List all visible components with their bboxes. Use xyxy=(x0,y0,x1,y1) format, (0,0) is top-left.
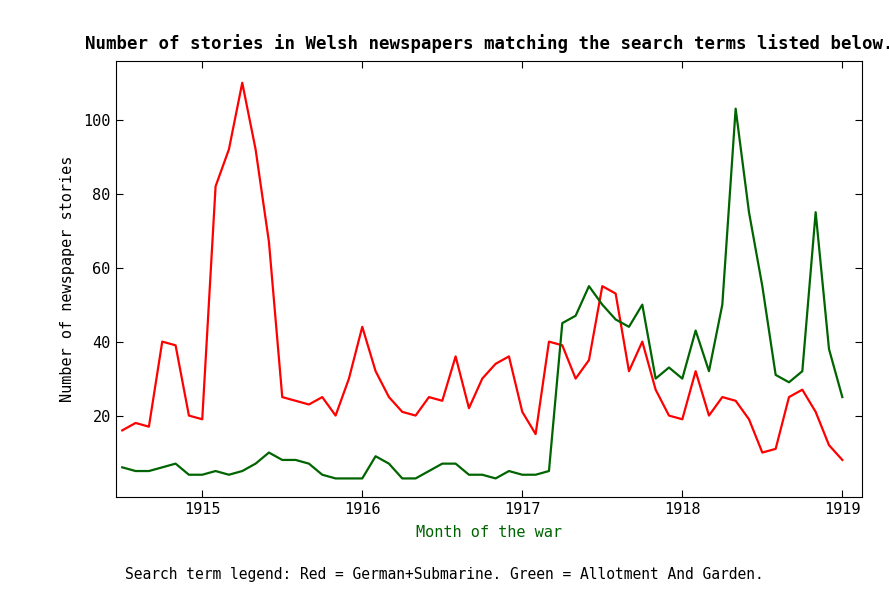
Text: Search term legend: Red = German+Submarine. Green = Allotment And Garden.: Search term legend: Red = German+Submari… xyxy=(125,567,764,582)
X-axis label: Month of the war: Month of the war xyxy=(416,525,562,540)
Title: Number of stories in Welsh newspapers matching the search terms listed below.: Number of stories in Welsh newspapers ma… xyxy=(84,35,889,53)
Y-axis label: Number of newspaper stories: Number of newspaper stories xyxy=(60,156,75,402)
